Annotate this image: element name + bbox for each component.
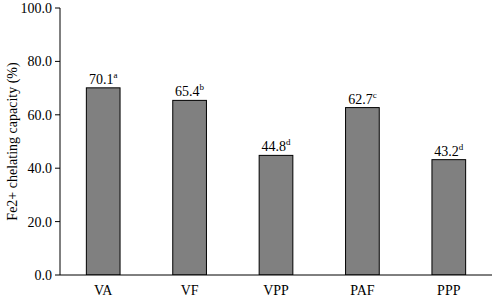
y-tick-label: 20.0 [28, 215, 53, 230]
x-axis-line [60, 275, 492, 276]
data-label: 62.7c [348, 90, 377, 107]
x-tick-label: PPP [437, 283, 461, 298]
data-label: 70.1a [89, 70, 118, 87]
chart-svg: 70.1a 65.4b 44.8d 62.7c 43.2d 0.0 20.0 40.0 60.0… [0, 0, 500, 306]
bar [86, 88, 120, 275]
data-label: 44.8d [262, 137, 292, 154]
y-axis-line [60, 8, 61, 275]
y-tick [55, 114, 60, 115]
bar [173, 100, 207, 275]
y-tick-label: 60.0 [28, 108, 53, 123]
y-axis-label: Fe2+ chelating capacity (%) [5, 62, 21, 221]
y-tick-label: 80.0 [28, 54, 53, 69]
y-tick-label: 0.0 [35, 268, 53, 283]
x-tick-label: PAF [350, 283, 375, 298]
x-tick-label: VA [94, 283, 113, 298]
bar [259, 155, 293, 275]
x-tick-label: VF [181, 283, 199, 298]
chart-container: 70.1a 65.4b 44.8d 62.7c 43.2d 0.0 20.0 40.0 60.0… [0, 0, 500, 306]
bar [432, 160, 466, 275]
y-tick-label: 100.0 [21, 1, 53, 16]
y-tick [55, 8, 60, 9]
y-tick [55, 168, 60, 169]
y-tick [55, 275, 60, 276]
y-tick [55, 61, 60, 62]
bars [86, 88, 465, 275]
bar [346, 108, 380, 275]
x-tick-label: VPP [263, 283, 289, 298]
y-tick-label: 40.0 [28, 161, 53, 176]
data-label: 43.2d [434, 142, 464, 159]
data-label: 65.4b [175, 82, 205, 99]
y-tick [55, 221, 60, 222]
